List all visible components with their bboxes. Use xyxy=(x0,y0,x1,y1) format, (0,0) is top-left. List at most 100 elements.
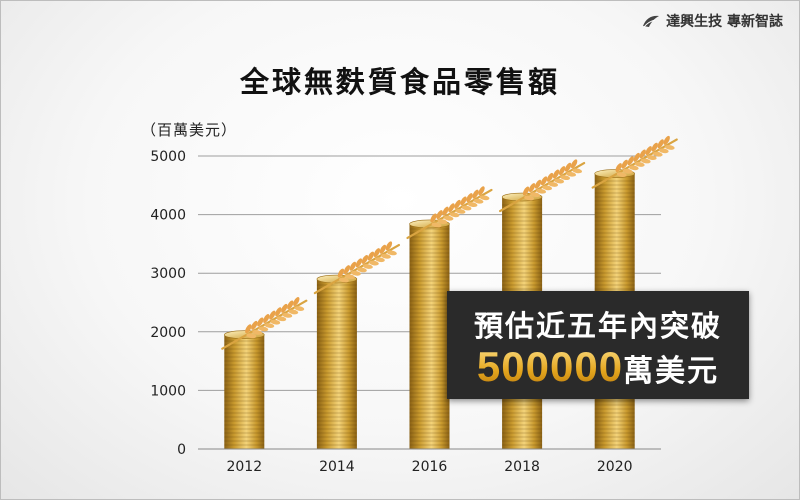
wheat-grain xyxy=(361,254,369,264)
wheat-grain xyxy=(349,261,357,271)
wheat-grain xyxy=(460,196,467,206)
wheat-stem xyxy=(406,188,493,240)
wheat-grain xyxy=(467,202,478,208)
bar xyxy=(316,279,357,449)
y-tick-label: 1000 xyxy=(150,383,186,399)
wheat-grain xyxy=(350,270,361,276)
wheat-grain xyxy=(436,210,443,220)
wheat-grain xyxy=(528,183,536,193)
wheat-grain xyxy=(374,257,385,263)
wheat-grain xyxy=(448,203,455,213)
wheat-grain xyxy=(627,156,634,166)
leaf-logo-icon xyxy=(643,15,660,28)
x-tick-label: 2012 xyxy=(226,459,262,475)
callout-value-row: 500000萬美元 xyxy=(447,343,749,391)
wheat-grain xyxy=(257,317,264,327)
wheat-grain xyxy=(472,189,479,199)
wheat-grain xyxy=(287,300,294,310)
wheat-grain xyxy=(264,323,275,328)
wheat-stem xyxy=(313,243,400,295)
wheat-grain xyxy=(658,148,669,154)
wheat-grain xyxy=(293,297,300,307)
wheat-grain xyxy=(479,195,490,201)
wheat-grain xyxy=(275,307,282,317)
bar xyxy=(224,334,265,449)
x-tick-label: 2018 xyxy=(504,459,540,475)
wheat-grain xyxy=(386,250,397,256)
wheat-grain xyxy=(534,179,542,189)
wheat-grain xyxy=(548,181,559,187)
wheat-grain xyxy=(524,195,535,201)
brand: 達興生技 專新智誌 xyxy=(642,11,783,31)
callout-unit: 萬美元 xyxy=(623,354,720,389)
wheat-grain xyxy=(639,149,646,159)
wheat-grain xyxy=(651,142,658,152)
wheat-grain xyxy=(570,159,578,169)
wheat-grain xyxy=(645,146,652,156)
wheat-grain xyxy=(540,176,548,186)
wheat-grain xyxy=(473,198,484,204)
wheat-grain xyxy=(281,303,288,313)
chart-title: 全球無麩質食品零售額 xyxy=(239,65,560,99)
wheat-grain xyxy=(385,241,393,251)
wheat-grain xyxy=(263,314,270,324)
wheat-grain xyxy=(454,199,461,209)
wheat-grain xyxy=(380,253,391,259)
wheat-grain xyxy=(337,268,345,278)
y-tick-label: 3000 xyxy=(150,266,186,282)
wheat-ear xyxy=(498,159,586,213)
wheat-grain xyxy=(558,166,566,176)
wheat-grain xyxy=(367,251,375,261)
bar xyxy=(409,223,450,449)
wheat-grain xyxy=(572,168,583,174)
wheat-grain xyxy=(251,320,258,330)
wheat-grain xyxy=(552,169,560,179)
wheat-grain xyxy=(252,329,263,335)
wheat-grain xyxy=(368,260,379,266)
wheat-grain xyxy=(269,310,276,320)
y-tick-label: 0 xyxy=(177,442,186,458)
callout-text: 預估近五年內突破 xyxy=(473,309,722,343)
wheat-grain xyxy=(633,152,640,162)
wheat-grain xyxy=(258,326,269,332)
wheat-grain xyxy=(615,163,622,173)
wheat-grain xyxy=(663,135,670,145)
wheat-grain xyxy=(461,205,472,211)
wheat-grain xyxy=(542,185,553,191)
wheat-grain xyxy=(282,312,293,318)
wheat-grain xyxy=(356,267,367,273)
wheat-grain xyxy=(338,277,349,283)
wheat-grain xyxy=(343,265,351,275)
wheat-grain xyxy=(362,264,373,269)
wheat-ear xyxy=(406,186,493,240)
x-tick-label: 2016 xyxy=(412,459,448,475)
wheat-grain xyxy=(355,258,363,268)
wheat-grain xyxy=(455,208,466,214)
wheat-stem xyxy=(221,299,308,350)
wheat-grain xyxy=(530,192,541,198)
wheat-grain xyxy=(664,144,675,150)
wheat-grain xyxy=(430,213,437,223)
wheat-grain xyxy=(478,186,485,196)
wheat-grain xyxy=(536,188,547,194)
wheat-ear xyxy=(591,135,678,189)
wheat-grain xyxy=(276,316,287,322)
y-axis-label: （百萬美元） xyxy=(141,121,238,139)
wheat-grain xyxy=(344,274,355,280)
wheat-grain xyxy=(640,158,651,164)
wheat-grain xyxy=(246,333,257,339)
wheat-grain xyxy=(566,171,577,177)
y-tick-label: 4000 xyxy=(150,208,186,224)
wheat-stem xyxy=(498,161,586,213)
wheat-grain xyxy=(634,161,645,167)
y-tick-label: 2000 xyxy=(150,325,186,341)
forecast-callout: 預估近五年內突破 500000萬美元 xyxy=(447,291,749,399)
wheat-ear xyxy=(313,241,400,295)
wheat-grain xyxy=(294,306,305,311)
wheat-grain xyxy=(657,139,664,149)
wheat-stem xyxy=(591,138,678,189)
wheat-grain xyxy=(522,186,530,196)
wheat-grain xyxy=(646,155,657,161)
